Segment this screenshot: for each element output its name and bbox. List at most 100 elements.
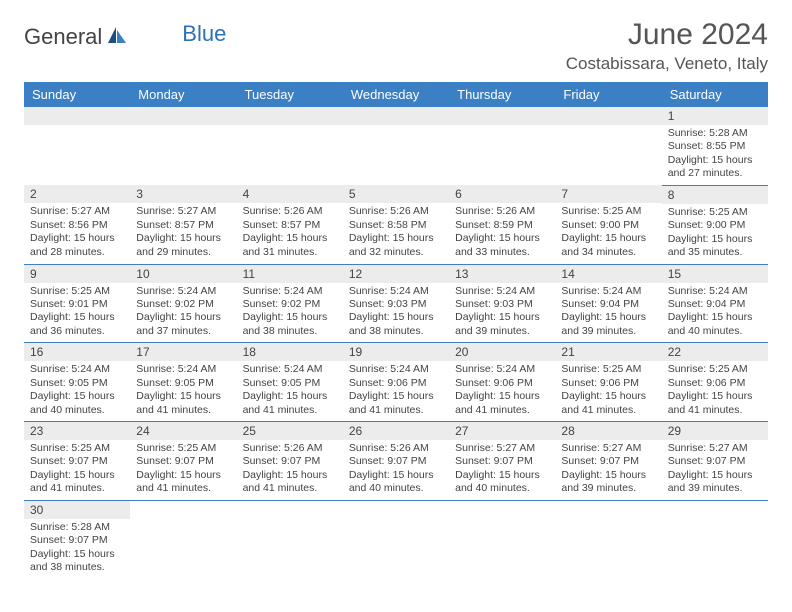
location: Costabissara, Veneto, Italy bbox=[566, 54, 768, 74]
calendar-cell: 26Sunrise: 5:26 AMSunset: 9:07 PMDayligh… bbox=[343, 422, 449, 501]
calendar-cell: 3Sunrise: 5:27 AMSunset: 8:57 PMDaylight… bbox=[130, 185, 236, 264]
day-details: Sunrise: 5:28 AMSunset: 8:55 PMDaylight:… bbox=[662, 125, 768, 185]
calendar-cell bbox=[662, 500, 768, 578]
day-number: 30 bbox=[24, 501, 130, 519]
day-details: Sunrise: 5:27 AMSunset: 9:07 PMDaylight:… bbox=[662, 440, 768, 500]
calendar-cell: 11Sunrise: 5:24 AMSunset: 9:02 PMDayligh… bbox=[237, 264, 343, 343]
day-number: 25 bbox=[237, 422, 343, 440]
day-number: 3 bbox=[130, 185, 236, 203]
day-details: Sunrise: 5:26 AMSunset: 8:57 PMDaylight:… bbox=[237, 203, 343, 263]
weekday-header-row: Sunday Monday Tuesday Wednesday Thursday… bbox=[24, 82, 768, 107]
day-number: 15 bbox=[662, 265, 768, 283]
day-details: Sunrise: 5:25 AMSunset: 9:00 PMDaylight:… bbox=[662, 204, 768, 264]
day-details: Sunrise: 5:26 AMSunset: 8:59 PMDaylight:… bbox=[449, 203, 555, 263]
calendar-cell: 30Sunrise: 5:28 AMSunset: 9:07 PMDayligh… bbox=[24, 500, 130, 578]
day-number: 10 bbox=[130, 265, 236, 283]
header: General Blue June 2024 Costabissara, Ven… bbox=[24, 18, 768, 74]
calendar-cell: 17Sunrise: 5:24 AMSunset: 9:05 PMDayligh… bbox=[130, 343, 236, 422]
day-details: Sunrise: 5:24 AMSunset: 9:03 PMDaylight:… bbox=[343, 283, 449, 343]
day-number: 17 bbox=[130, 343, 236, 361]
day-details: Sunrise: 5:27 AMSunset: 8:57 PMDaylight:… bbox=[130, 203, 236, 263]
day-number: 22 bbox=[662, 343, 768, 361]
day-number: 2 bbox=[24, 185, 130, 203]
weekday-saturday: Saturday bbox=[662, 82, 768, 107]
weekday-monday: Monday bbox=[130, 82, 236, 107]
day-details: Sunrise: 5:24 AMSunset: 9:04 PMDaylight:… bbox=[662, 283, 768, 343]
logo: General Blue bbox=[24, 18, 226, 50]
logo-sail-icon bbox=[106, 25, 128, 50]
day-number: 4 bbox=[237, 185, 343, 203]
weekday-tuesday: Tuesday bbox=[237, 82, 343, 107]
day-number: 5 bbox=[343, 185, 449, 203]
day-number: 14 bbox=[555, 265, 661, 283]
day-number: 26 bbox=[343, 422, 449, 440]
day-details: Sunrise: 5:24 AMSunset: 9:05 PMDaylight:… bbox=[24, 361, 130, 421]
calendar-row: 16Sunrise: 5:24 AMSunset: 9:05 PMDayligh… bbox=[24, 343, 768, 422]
weekday-thursday: Thursday bbox=[449, 82, 555, 107]
day-number: 19 bbox=[343, 343, 449, 361]
calendar-cell: 20Sunrise: 5:24 AMSunset: 9:06 PMDayligh… bbox=[449, 343, 555, 422]
day-number: 9 bbox=[24, 265, 130, 283]
calendar-cell: 25Sunrise: 5:26 AMSunset: 9:07 PMDayligh… bbox=[237, 422, 343, 501]
empty-daynum bbox=[449, 107, 555, 125]
day-details: Sunrise: 5:28 AMSunset: 9:07 PMDaylight:… bbox=[24, 519, 130, 579]
calendar-cell bbox=[130, 500, 236, 578]
logo-text-blue: Blue bbox=[182, 21, 226, 47]
day-number: 21 bbox=[555, 343, 661, 361]
calendar-cell: 14Sunrise: 5:24 AMSunset: 9:04 PMDayligh… bbox=[555, 264, 661, 343]
calendar-cell bbox=[343, 107, 449, 185]
day-number: 6 bbox=[449, 185, 555, 203]
day-number: 1 bbox=[662, 107, 768, 125]
calendar-row: 1Sunrise: 5:28 AMSunset: 8:55 PMDaylight… bbox=[24, 107, 768, 185]
calendar-cell: 9Sunrise: 5:25 AMSunset: 9:01 PMDaylight… bbox=[24, 264, 130, 343]
empty-daynum bbox=[237, 107, 343, 125]
calendar-cell: 27Sunrise: 5:27 AMSunset: 9:07 PMDayligh… bbox=[449, 422, 555, 501]
calendar-row: 9Sunrise: 5:25 AMSunset: 9:01 PMDaylight… bbox=[24, 264, 768, 343]
calendar-cell bbox=[130, 107, 236, 185]
calendar-cell: 8Sunrise: 5:25 AMSunset: 9:00 PMDaylight… bbox=[662, 185, 768, 264]
calendar-cell: 12Sunrise: 5:24 AMSunset: 9:03 PMDayligh… bbox=[343, 264, 449, 343]
day-details: Sunrise: 5:24 AMSunset: 9:03 PMDaylight:… bbox=[449, 283, 555, 343]
day-details: Sunrise: 5:26 AMSunset: 9:07 PMDaylight:… bbox=[237, 440, 343, 500]
day-number: 7 bbox=[555, 185, 661, 203]
calendar-row: 30Sunrise: 5:28 AMSunset: 9:07 PMDayligh… bbox=[24, 500, 768, 578]
calendar-cell bbox=[24, 107, 130, 185]
day-details: Sunrise: 5:27 AMSunset: 8:56 PMDaylight:… bbox=[24, 203, 130, 263]
day-details: Sunrise: 5:26 AMSunset: 9:07 PMDaylight:… bbox=[343, 440, 449, 500]
empty-daynum bbox=[24, 107, 130, 125]
title-block: June 2024 Costabissara, Veneto, Italy bbox=[566, 18, 768, 74]
day-details: Sunrise: 5:24 AMSunset: 9:04 PMDaylight:… bbox=[555, 283, 661, 343]
day-details: Sunrise: 5:25 AMSunset: 9:06 PMDaylight:… bbox=[555, 361, 661, 421]
day-number: 12 bbox=[343, 265, 449, 283]
day-number: 27 bbox=[449, 422, 555, 440]
calendar-cell bbox=[449, 107, 555, 185]
day-details: Sunrise: 5:25 AMSunset: 9:01 PMDaylight:… bbox=[24, 283, 130, 343]
empty-daynum bbox=[555, 107, 661, 125]
calendar-cell bbox=[343, 500, 449, 578]
day-details: Sunrise: 5:27 AMSunset: 9:07 PMDaylight:… bbox=[449, 440, 555, 500]
day-number: 13 bbox=[449, 265, 555, 283]
day-details: Sunrise: 5:25 AMSunset: 9:00 PMDaylight:… bbox=[555, 203, 661, 263]
calendar-body: 1Sunrise: 5:28 AMSunset: 8:55 PMDaylight… bbox=[24, 107, 768, 579]
day-details: Sunrise: 5:24 AMSunset: 9:06 PMDaylight:… bbox=[343, 361, 449, 421]
calendar-row: 23Sunrise: 5:25 AMSunset: 9:07 PMDayligh… bbox=[24, 422, 768, 501]
calendar-cell: 16Sunrise: 5:24 AMSunset: 9:05 PMDayligh… bbox=[24, 343, 130, 422]
calendar-cell: 24Sunrise: 5:25 AMSunset: 9:07 PMDayligh… bbox=[130, 422, 236, 501]
calendar-cell: 15Sunrise: 5:24 AMSunset: 9:04 PMDayligh… bbox=[662, 264, 768, 343]
calendar-cell: 28Sunrise: 5:27 AMSunset: 9:07 PMDayligh… bbox=[555, 422, 661, 501]
weekday-friday: Friday bbox=[555, 82, 661, 107]
calendar-cell bbox=[237, 107, 343, 185]
day-number: 18 bbox=[237, 343, 343, 361]
day-details: Sunrise: 5:24 AMSunset: 9:05 PMDaylight:… bbox=[237, 361, 343, 421]
empty-daynum bbox=[130, 107, 236, 125]
day-number: 11 bbox=[237, 265, 343, 283]
day-details: Sunrise: 5:24 AMSunset: 9:02 PMDaylight:… bbox=[130, 283, 236, 343]
calendar-cell: 22Sunrise: 5:25 AMSunset: 9:06 PMDayligh… bbox=[662, 343, 768, 422]
day-details: Sunrise: 5:26 AMSunset: 8:58 PMDaylight:… bbox=[343, 203, 449, 263]
calendar-cell: 13Sunrise: 5:24 AMSunset: 9:03 PMDayligh… bbox=[449, 264, 555, 343]
weekday-wednesday: Wednesday bbox=[343, 82, 449, 107]
calendar-cell bbox=[237, 500, 343, 578]
day-details: Sunrise: 5:24 AMSunset: 9:02 PMDaylight:… bbox=[237, 283, 343, 343]
day-number: 28 bbox=[555, 422, 661, 440]
day-details: Sunrise: 5:24 AMSunset: 9:05 PMDaylight:… bbox=[130, 361, 236, 421]
